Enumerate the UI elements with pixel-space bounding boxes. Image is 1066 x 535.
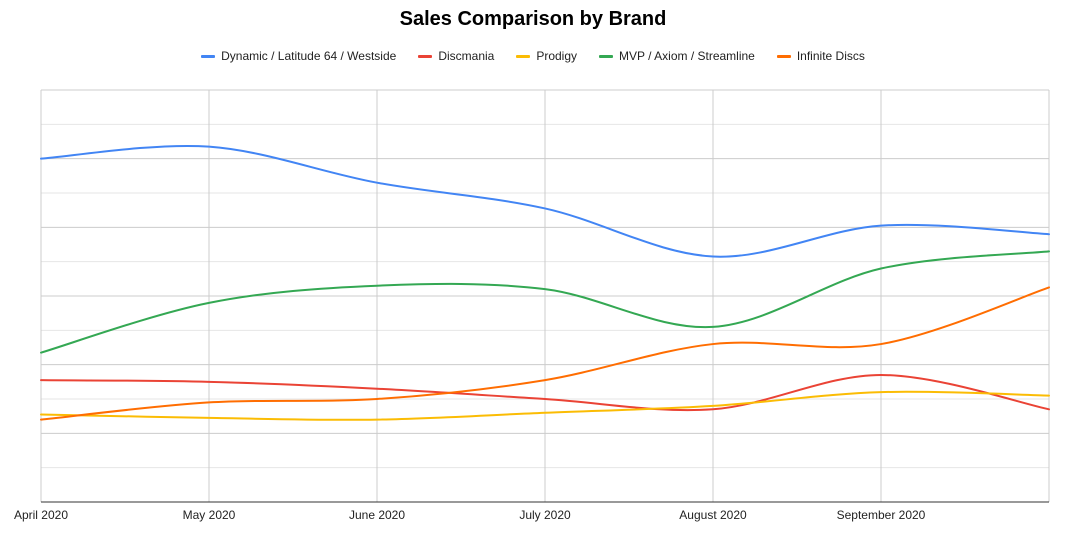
- x-tick-label: September 2020: [837, 508, 926, 522]
- legend-label: Infinite Discs: [796, 49, 865, 63]
- legend-swatch: [418, 54, 433, 58]
- legend-item: Infinite Discs: [776, 49, 865, 63]
- legend-label: Dynamic / Latitude 64 / Westside: [221, 49, 397, 63]
- x-tick-label: May 2020: [183, 508, 236, 522]
- series-line-4: [40, 286, 1050, 421]
- legend-swatch: [201, 54, 216, 58]
- legend: Dynamic / Latitude 64 / Westside Discmani…: [0, 49, 1066, 63]
- legend-label: Prodigy: [536, 49, 578, 63]
- series-line-0: [40, 144, 1050, 258]
- legend-item: Discmania: [418, 49, 494, 63]
- legend-swatch: [776, 54, 791, 58]
- legend-swatch: [516, 54, 531, 58]
- series-line-1: [40, 373, 1050, 412]
- legend-item: Prodigy: [516, 49, 577, 63]
- series-line-2: [40, 390, 1050, 421]
- x-tick-label: August 2020: [679, 508, 747, 522]
- x-tick-label: April 2020: [14, 508, 68, 522]
- legend-item: MVP / Axiom / Streamline: [599, 49, 755, 63]
- legend-label: Discmania: [438, 49, 495, 63]
- legend-swatch: [599, 54, 614, 58]
- series-line-3: [40, 250, 1050, 354]
- legend-label: MVP / Axiom / Streamline: [619, 49, 755, 63]
- chart-title: Sales Comparison by Brand: [399, 8, 667, 30]
- x-tick-label: June 2020: [349, 508, 405, 522]
- x-tick-label: July 2020: [519, 508, 571, 522]
- legend-item: Dynamic / Latitude 64 / Westside: [201, 49, 396, 63]
